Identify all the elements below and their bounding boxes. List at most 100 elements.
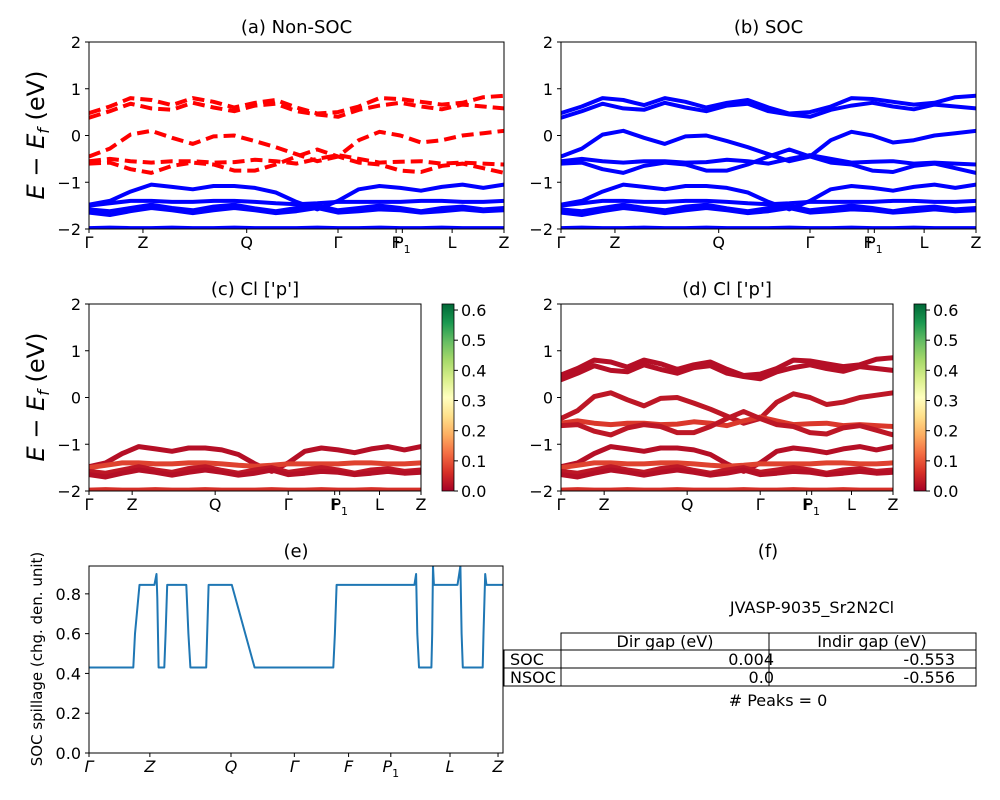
y-tick-label: 2	[71, 295, 81, 314]
colorbar-tick-label: 0.6	[461, 301, 486, 320]
y-tick-label: 0	[71, 389, 81, 408]
colorbar-tick-label: 0.3	[461, 392, 486, 411]
panel-a-x-axis: Γ Z Q Γ FP1 L Z	[85, 229, 510, 256]
colorbar-tick-label: 0.5	[933, 331, 958, 350]
colorbar-tick-label: 0.3	[933, 392, 958, 411]
y-tick-label: 0	[71, 127, 81, 146]
x-tick-label: Γ	[557, 495, 566, 514]
panel-c: (c) Cl ['p'] 2 1 0 −1 −2 Γ Z Q Γ FP1 L Z E − Ef (e…	[22, 279, 486, 518]
x-tick-label: Γ	[290, 757, 300, 776]
x-tick-label: Q	[681, 495, 694, 514]
band-line-6	[561, 198, 976, 208]
y-tick-label: 0.6	[56, 625, 81, 644]
table-cell-nsoc-dir-gap: 0.0	[749, 668, 774, 687]
band-line-0	[89, 93, 504, 116]
table-cell	[768, 667, 977, 687]
panel-e-y-axis: 0.0 0.2 0.4 0.6 0.8	[56, 585, 89, 763]
panel-c-ylabel: E − Ef (eV)	[22, 333, 53, 462]
x-tick-label: L	[446, 757, 455, 776]
band-line-4	[561, 147, 976, 175]
y-tick-label: −1	[529, 435, 553, 454]
y-tick-label: −1	[57, 435, 81, 454]
band-line-0	[561, 93, 976, 116]
panel-e-title: (e)	[283, 541, 308, 562]
material-id: JVASP-9035_Sr2N2Cl	[729, 598, 894, 618]
band-line-2	[561, 128, 976, 164]
band-line-1	[89, 100, 504, 120]
gap-table: Dir gap (eV) Indir gap (eV) SOC 0.004 -0…	[503, 632, 977, 687]
y-tick-label: 1	[71, 80, 81, 99]
panel-e-spillage	[89, 566, 503, 669]
panel-a: (a) Non-SOC 2 1 0 −1 −2 Γ Z Q Γ FP1 L Z E − Ef (eV…	[22, 17, 510, 256]
colorbar-tick-label: 0.2	[933, 422, 958, 441]
x-tick-label: F	[802, 495, 811, 514]
x-tick-label: P1	[331, 495, 348, 518]
y-tick-label: 0.0	[56, 744, 81, 763]
table-cell-soc-dir-gap: 0.004	[728, 650, 774, 669]
x-tick-label: F	[391, 233, 400, 252]
y-tick-label: 0.4	[56, 664, 81, 683]
x-tick-label: Γ	[806, 233, 815, 252]
panel-c-x-axis: Γ Z Q Γ FP1 L Z	[85, 491, 427, 518]
panel-e: (e) 0.0 0.2 0.4 0.6 0.8 Γ Z Q Γ F P1 L Z SOC spilla…	[28, 541, 505, 780]
panel-b-y-axis: 2 1 0 −1 −2	[529, 33, 561, 239]
y-tick-label: 0	[543, 127, 553, 146]
spillage-line	[89, 566, 503, 669]
x-tick-label: P1	[382, 757, 399, 780]
projected-band-6	[561, 460, 893, 471]
table-header-indir-gap: Indir gap (eV)	[817, 632, 927, 651]
x-tick-label: P1	[866, 233, 883, 256]
y-tick-label: −1	[57, 173, 81, 192]
y-tick-label: 2	[543, 33, 553, 52]
table-cell-nsoc-indir-gap: -0.556	[903, 668, 955, 687]
x-tick-label: Q	[240, 233, 253, 252]
x-tick-label: Z	[888, 495, 899, 514]
x-tick-label: F	[330, 495, 339, 514]
table-header-dir-gap: Dir gap (eV)	[617, 632, 714, 651]
y-tick-label: −2	[529, 482, 553, 501]
x-tick-label: Z	[127, 495, 138, 514]
x-tick-label: Γ	[284, 495, 293, 514]
band-line-9	[89, 225, 504, 229]
panel-a-y-axis: 2 1 0 −1 −2	[57, 33, 89, 239]
y-tick-label: −2	[57, 220, 81, 239]
panel-b-bands	[561, 93, 976, 229]
x-tick-label: Q	[225, 757, 238, 776]
peaks-count: # Peaks = 0	[729, 691, 828, 710]
x-tick-label: L	[920, 233, 929, 252]
y-tick-label: 0	[543, 389, 553, 408]
projected-band-4	[89, 487, 421, 491]
panel-b-title: (b) SOC	[734, 17, 803, 38]
colorbar-tick-label: 0.0	[461, 482, 486, 501]
panel-b-x-axis: Γ Z Q Γ FP1 L Z	[557, 229, 982, 256]
x-tick-label: Γ	[557, 233, 566, 252]
band-line-7	[561, 202, 976, 214]
band-line-3	[89, 153, 504, 167]
panel-b: (b) SOC 2 1 0 −1 −2 Γ Z Q Γ FP1 L Z	[529, 17, 981, 256]
table-cell	[560, 667, 770, 687]
panel-c-y-axis: 2 1 0 −1 −2	[57, 295, 89, 501]
panel-c-title: (c) Cl ['p']	[211, 279, 299, 300]
band-line-7	[89, 202, 504, 214]
x-tick-label: Z	[599, 495, 610, 514]
x-tick-label: Γ	[85, 233, 94, 252]
panel-f-title: (f)	[758, 541, 778, 562]
y-tick-label: −1	[529, 173, 553, 192]
band-line-9	[561, 225, 976, 229]
colorbar-tick-label: 0.4	[461, 361, 486, 380]
band-line-2	[89, 128, 504, 164]
panel-e-ylabel: SOC spillage (chg. den. unit)	[28, 552, 46, 767]
panel-c-colorbar-ticks: 0.0 0.1 0.2 0.3 0.4 0.5 0.6	[454, 301, 486, 501]
panel-a-title: (a) Non-SOC	[241, 17, 352, 38]
panel-d-title: (d) Cl ['p']	[682, 279, 772, 300]
colorbar-tick-label: 0.6	[933, 301, 958, 320]
projected-band-3	[561, 414, 893, 429]
y-tick-label: 2	[71, 33, 81, 52]
y-tick-label: 1	[543, 80, 553, 99]
x-tick-label: F	[344, 757, 354, 776]
panel-c-projected-bands	[89, 444, 421, 491]
colorbar-tick-label: 0.4	[933, 361, 958, 380]
x-tick-label: Γ	[85, 495, 94, 514]
colorbar-tick-label: 0.5	[461, 331, 486, 350]
projected-band-0	[561, 355, 893, 378]
